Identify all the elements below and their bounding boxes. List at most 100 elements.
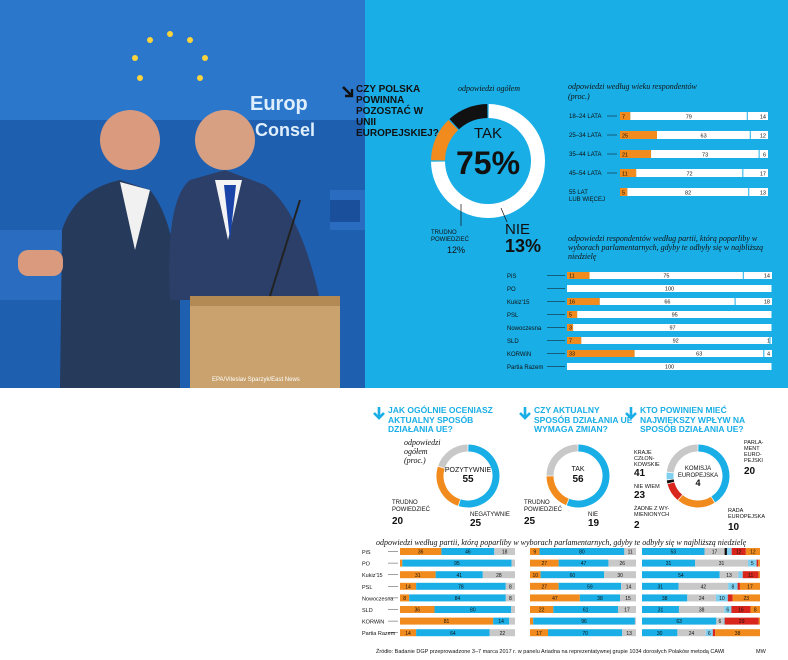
bottom-g2-r4-value-0: 38 [662,596,668,602]
bottom-g1-r0-value-2: 11 [628,550,633,556]
bottom-g0-r7-value-0: 14 [405,631,411,637]
age-category-label: 18–24 LATA [569,114,601,120]
bottom-g1-r1-seg-2 [608,559,636,567]
bottom-g0-r3-value-2: 8 [509,584,512,590]
bottom-g2-r7-seg-0 [642,629,678,637]
main-trudno-value: 12% [447,245,465,255]
bottom-g2-r2-seg-0 [642,571,720,579]
top-panel: Europ Consel EPA/Viteslav Sparzyk/East N… [0,0,788,388]
bottom-g1-r5-seg-0 [530,606,554,613]
bottom-g2-r3-seg-0 [642,582,679,590]
q1-negatywnie-value: 25 [470,518,482,529]
age-row-1-seg-1 [657,131,751,139]
q2-nie-label: NIE [588,512,598,518]
age-row-4-value-1: 82 [685,191,691,197]
party-row-3-value-1: 95 [672,313,678,319]
main-question: CZY POLSKA POWINNA POZOSTAĆ W UNII EUROP… [356,84,439,139]
q2-trudno-label-1: TRUDNO [524,500,550,506]
bottom-g0-r2-seg-1 [435,571,483,579]
bottom-g1-r3-value-0: 27 [542,584,548,590]
bottom-g2-r2-value-0: 54 [678,573,684,579]
bottom-g2-r7-seg-5 [715,629,760,637]
age-row-2-seg-1 [651,150,760,158]
q3-rada-label-2: EUROPEJSKA [728,514,765,520]
bottom-g1-r0-seg-2 [624,548,636,555]
bottom-g2-r0-seg-4 [731,548,746,555]
bottom-g0-r6-seg-2 [509,617,515,625]
q3-zadne-value: 2 [634,520,640,531]
bottom-g2-r5-seg-3 [724,606,732,613]
party-row-3-seg-1 [577,311,772,318]
q1-title: JAK OGÓLNIE OCENIASZ AKTUALNY SPOSÓB DZI… [388,405,493,434]
bottom-g0-r4-value-2: 8 [509,596,512,602]
bottom-g2-r0-seg-3 [726,548,732,555]
bottom-g2-r4-seg-0 [642,594,688,602]
party-row-0-value-2: 14 [764,274,770,280]
bottom-g2-r0-value-1: 17 [712,550,718,556]
party-row-4-value-1: 97 [670,326,676,332]
q1-trudno-label-2: POWIEDZIEĆ [392,506,431,513]
party-row-0-seg-2 [743,272,772,279]
bottom-g1-r0-seg-1 [539,548,625,555]
bottom-g2-r3-value-0: 31 [658,584,664,590]
bottom-g2-r4-seg-5 [732,594,760,602]
bottom-g2-r0-value-0: 53 [670,550,676,556]
bottom-g0-r2-value-2: 28 [496,573,502,579]
party-row-5-value-1: 92 [673,339,679,345]
main-trudno-label-2: POWIEDZIEĆ [431,236,470,243]
party-row-4-seg-0 [567,324,574,331]
arrow-down-right-icon [342,86,354,98]
party-row-1-value-1: 100 [665,287,674,293]
bottom-g0-r4-value-1: 84 [455,596,461,602]
bottom-g1-r5-value-1: 61 [583,608,589,614]
bottom-g0-r0-value-1: 46 [465,550,471,556]
q3-slice-2 [667,482,683,501]
bottom-g0-r5-seg-2 [511,606,515,613]
bottom-party-title: odpowiedzi według partii, którą poparlib… [376,538,747,547]
bottom-g2-r2-seg-1 [719,571,739,579]
bottom-g2-r6-seg-5 [758,617,760,625]
age-row-4-seg-0 [620,188,628,196]
q3-kraje-label-1: KRAJE [634,450,652,456]
bottom-g2-r1-value-3: 5 [751,561,754,567]
bottom-g2-r3-seg-4 [737,582,740,590]
age-row-4-value-0: 5 [622,191,625,197]
party-category-label: PSL [507,313,519,319]
bottom-g2-r4-seg-1 [687,594,716,602]
bottom-g1-r0-value-0: 9 [533,550,536,556]
main-slice-0 [431,104,545,218]
party-row-2-seg-2 [735,298,772,305]
bottom-g0-r3-seg-1 [416,582,506,590]
party-row-6-value-2: 4 [767,352,770,358]
bottom-g0-r1-seg-0 [400,559,403,567]
party-row-4-value-0: 3 [569,326,572,332]
bottom-g0-r3-seg-2 [505,582,515,590]
bottom-party-bar-chart: PiS 36 46 18 9 80 11 53 17 12 12 PO 95 27 47 26 31 31 5 Kuk… [362,548,760,637]
party-category-label: Kukiz'15 [507,300,530,306]
bottom-g0-r6-value-0: 81 [444,619,450,625]
bottom-g0-r7-seg-2 [489,629,515,637]
age-row-3-seg-2 [742,169,768,177]
q1-pozytywnie-value: 55 [462,474,474,485]
bottom-g0-r6-seg-0 [400,617,494,625]
photo-tusk-muscat: Europ Consel [0,0,365,388]
bottom-category-label: Nowoczesna [362,596,394,602]
main-tak-label: TAK [474,125,502,142]
bottom-g2-r1-seg-4 [756,559,759,567]
age-row-0-seg-1 [630,112,748,120]
q3-parlament-label-2: MENT [744,446,760,452]
age-chart-subtitle: (proc.) [568,92,590,101]
bottom-g0-r1-seg-2 [511,559,515,567]
party-row-7-seg-1 [567,363,772,370]
bottom-g1-r3-value-1: 59 [587,584,593,590]
bottom-category-label: KORWiN [362,620,384,626]
q3-slice-1 [678,494,715,508]
bottom-g2-r0-value-4: 12 [736,550,742,556]
age-row-2-value-1: 73 [702,153,708,159]
q2-nie-value: 19 [588,518,600,529]
party-row-7-value-1: 100 [665,365,674,371]
age-row-3-seg-0 [620,169,637,177]
bottom-g2-r4-value-5: 23 [744,596,750,602]
party-row-6-seg-0 [567,350,635,357]
bottom-g2-r0-seg-5 [745,548,760,555]
